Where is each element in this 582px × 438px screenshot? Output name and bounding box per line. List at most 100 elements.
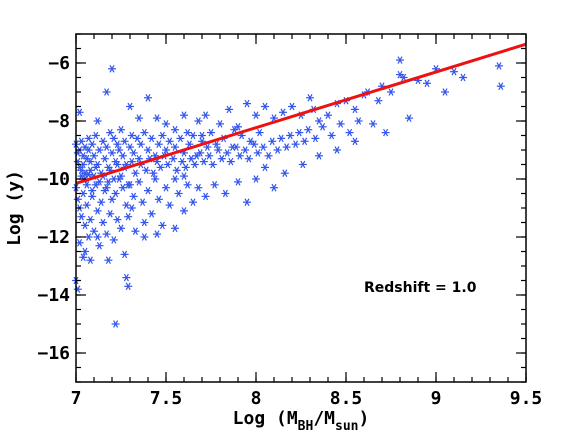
data-point [496,82,505,90]
data-point [255,128,264,137]
data-point [210,181,219,189]
data-point [295,128,304,137]
data-point [291,140,300,148]
data-point [259,143,268,151]
data-point [223,149,232,157]
data-point [423,79,431,88]
x-tick-label: 9.5 [510,388,543,409]
data-point [93,117,102,125]
data-point [73,285,82,293]
data-point [396,56,404,64]
data-point [351,105,359,114]
data-point [81,221,89,230]
data-point [183,128,192,137]
data-point [109,134,118,143]
data-point [234,123,242,131]
data-point [102,230,111,238]
data-point [194,183,203,192]
data-point [261,102,269,111]
data-point [135,154,143,163]
data-point [250,140,259,148]
data-point [82,201,91,209]
data-point [129,149,138,157]
data-point [144,146,152,154]
data-point [113,160,122,169]
data-point [203,143,212,151]
data-point [235,152,244,160]
data-point [102,183,111,192]
data-point [142,166,151,175]
data-point [88,186,97,195]
data-point [73,195,82,204]
data-point [306,94,314,102]
data-point [199,157,208,166]
axis-ticks [75,33,527,383]
data-point [180,207,188,215]
data-point [243,99,251,108]
fit-line [75,42,527,185]
data-point [163,160,172,169]
data-point [111,189,120,198]
data-point [127,131,136,140]
data-point [298,160,307,169]
data-point [117,172,125,180]
data-point [95,178,104,186]
data-point [140,128,149,137]
data-point [108,195,116,204]
data-point [318,123,327,131]
data-point [180,172,188,180]
data-point [158,131,167,140]
data-point [153,230,161,238]
data-point [207,128,215,137]
data-point [138,198,147,206]
data-point [217,154,226,163]
data-point [190,160,199,169]
data-point [253,149,262,157]
data-point [162,146,170,154]
data-point [84,170,93,179]
data-point [381,128,390,137]
data-point [104,178,113,186]
data-point [196,149,205,157]
data-point [171,125,179,134]
data-point [88,192,97,201]
data-point [133,134,142,143]
data-point [174,189,183,198]
y-tick-label: −10 [37,169,70,190]
data-point [151,175,160,183]
data-point [205,152,214,160]
data-point [153,114,161,122]
data-point [120,250,129,259]
data-point [147,210,156,218]
data-point [315,152,323,160]
data-point [122,201,131,209]
y-tick-label: −8 [48,111,70,132]
data-point [127,157,136,166]
data-point [277,134,286,143]
data-point [201,111,210,119]
data-point [99,137,107,146]
x-axis-label-sub1: BH [298,419,314,434]
data-point [214,146,223,154]
data-point [387,88,395,96]
data-point [113,140,122,148]
data-point [396,70,404,79]
data-point [124,282,133,291]
data-point [180,111,188,119]
data-point [86,166,95,175]
data-point [131,169,140,177]
data-point [311,134,320,143]
data-point [109,175,118,183]
data-point [131,227,140,235]
x-tick-label: 7.5 [150,388,183,409]
data-point [459,73,467,82]
data-point [86,215,95,224]
data-point [171,175,179,183]
data-point [90,227,98,235]
data-point [268,137,277,146]
data-point [279,108,287,117]
data-point [176,134,185,143]
data-point [135,178,143,186]
data-point [100,154,109,163]
